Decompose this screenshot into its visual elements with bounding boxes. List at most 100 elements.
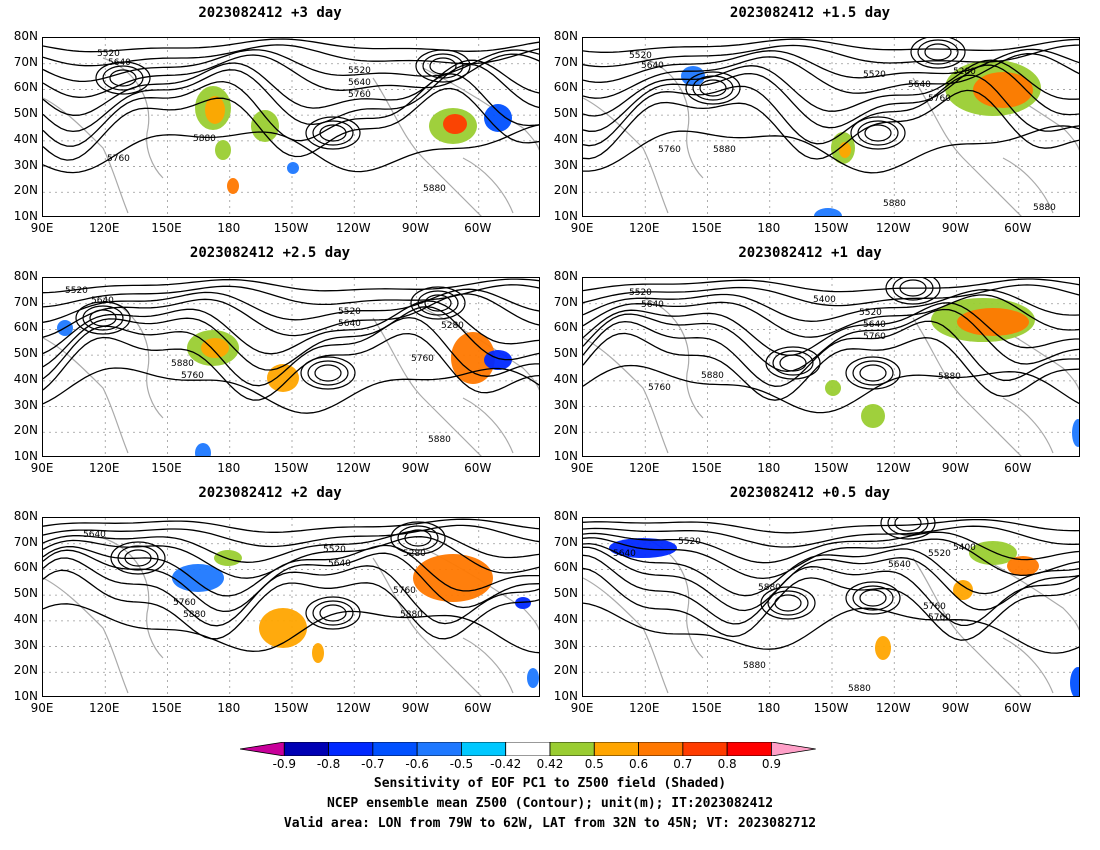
z500-contour [583, 289, 1079, 322]
map-area: 5520 5640 5400 5520 5640 5760 5760 5880 5880 5880 [582, 517, 1080, 697]
z500-contour [583, 537, 1079, 580]
coastline [912, 77, 1022, 216]
z500-contour [43, 300, 539, 355]
coastline [912, 557, 1022, 696]
longitude-label: 120E [89, 221, 120, 235]
z500-contour [43, 124, 539, 174]
map-svg: 5640 5520 5640 5280 5760 5760 5880 5880 [43, 518, 539, 696]
longitude-label: 90W [941, 701, 970, 715]
z500-contour-ring [307, 360, 349, 386]
contour-label: 5520 [338, 307, 361, 317]
latitude-label: 70N [13, 534, 38, 549]
z500-contour-ring [82, 305, 124, 331]
z500-contour [43, 530, 539, 563]
latitude-label: 60N [13, 80, 38, 95]
z500-contour [583, 567, 1079, 641]
contour-label: 5280 [403, 549, 426, 559]
latitude-label: 20N [13, 663, 38, 678]
caption-line-3: Valid area: LON from 79W to 62W, LAT fro… [283, 816, 817, 831]
colorbar-swatch [328, 741, 374, 757]
longitude-label: 150E [151, 221, 182, 235]
colorbar-tick-label: 0.9 [761, 757, 781, 771]
longitude-label: 60W [464, 461, 492, 475]
longitude-label: 120W [875, 461, 911, 475]
latitude-label: 10N [553, 449, 578, 463]
z500-contour-ring [397, 525, 439, 551]
colorbar [239, 741, 860, 757]
coastline [372, 77, 482, 216]
latitude-label: 80N [13, 269, 38, 283]
z500-contour-ring [864, 124, 892, 142]
latitude-label: 60N [13, 560, 38, 575]
contour-label: 5760 [658, 145, 681, 155]
coastline [642, 297, 704, 419]
longitude-label: 150W [273, 221, 309, 235]
z500-contour [583, 525, 1079, 548]
colorbar-tick-label: -0.9 [272, 757, 296, 771]
z500-contour-ring [887, 518, 929, 536]
longitude-label: 90E [570, 461, 594, 475]
map-area: 5520 5640 5520 5640 5280 5760 5880 5760 5880 5880 [582, 37, 1080, 217]
colorbar-tick-label: -0.5 [449, 757, 474, 771]
z500-contour [583, 364, 1079, 414]
z500-contour [43, 316, 539, 387]
longitude-label: 150W [813, 701, 849, 715]
longitude-label: 60W [464, 701, 492, 715]
longitude-label: 90W [401, 221, 430, 235]
contour-label: 5640 [108, 58, 131, 68]
longitude-label: 150E [691, 461, 722, 475]
contour-label: 5640 [641, 300, 664, 310]
longitude-label: 120E [629, 221, 660, 235]
contour-label: 5520 [629, 51, 652, 61]
contour-label: 5520 [97, 49, 120, 59]
z500-contour [583, 48, 1079, 83]
z500-contour [43, 518, 539, 533]
coastline [462, 157, 514, 214]
contour-label: 5640 [863, 320, 886, 330]
z500-contour-ring [109, 69, 137, 87]
coastline [102, 537, 164, 659]
sensitivity-shading [172, 564, 224, 592]
z500-contour [43, 544, 539, 597]
longitude-label: 180 [757, 701, 781, 715]
z500-contour [583, 554, 1079, 627]
contour-label: 5520 [323, 545, 346, 555]
z500-contour-ring [852, 360, 894, 386]
sensitivity-shading [443, 114, 467, 134]
map-panel: 2023082412 +1.5 day 80N 70N 60N 50N 40N 30N 20N… [540, 5, 1080, 245]
contour-label: 5880 [743, 661, 766, 671]
z500-contour [583, 531, 1079, 564]
latitude-label: 30N [13, 157, 38, 172]
z500-contour [43, 278, 539, 294]
contour-label: 5520 [859, 308, 882, 318]
colorbar-swatch [549, 741, 595, 757]
longitude-label: 60W [1004, 461, 1032, 475]
latitude-label: 40N [13, 611, 38, 626]
z500-contour-ring [312, 120, 354, 146]
z500-contour-ring [852, 585, 894, 611]
z500-contour-ring [305, 116, 361, 150]
sensitivity-shading [1070, 667, 1079, 696]
z500-contour-ring [319, 604, 347, 622]
contour-label: 5760 [928, 613, 951, 623]
latitude-label: 20N [553, 183, 578, 198]
map-panel: 2023082412 +3 day 80N 70N 60N 50N 40N 30N 20N 10… [0, 5, 540, 245]
contour-label: 5640 [83, 530, 106, 540]
longitude-label: 90W [401, 701, 430, 715]
latitude-label: 60N [553, 560, 578, 575]
coastline [583, 337, 669, 454]
z500-contour [583, 308, 1079, 373]
contour-label: 5760 [863, 332, 886, 342]
z500-contour-ring [772, 350, 814, 376]
contour-label: 5880 [701, 371, 724, 381]
longitude-label: 150W [813, 461, 849, 475]
longitude-label: 180 [757, 461, 781, 475]
longitude-label: 60W [464, 221, 492, 235]
colorbar-tick-label: -0.8 [316, 757, 341, 771]
z500-contour [43, 49, 539, 83]
z500-contour-ring [892, 278, 934, 301]
colorbar-swatch [505, 741, 551, 757]
z500-contour [43, 63, 539, 133]
latitude-label: 50N [13, 586, 38, 601]
